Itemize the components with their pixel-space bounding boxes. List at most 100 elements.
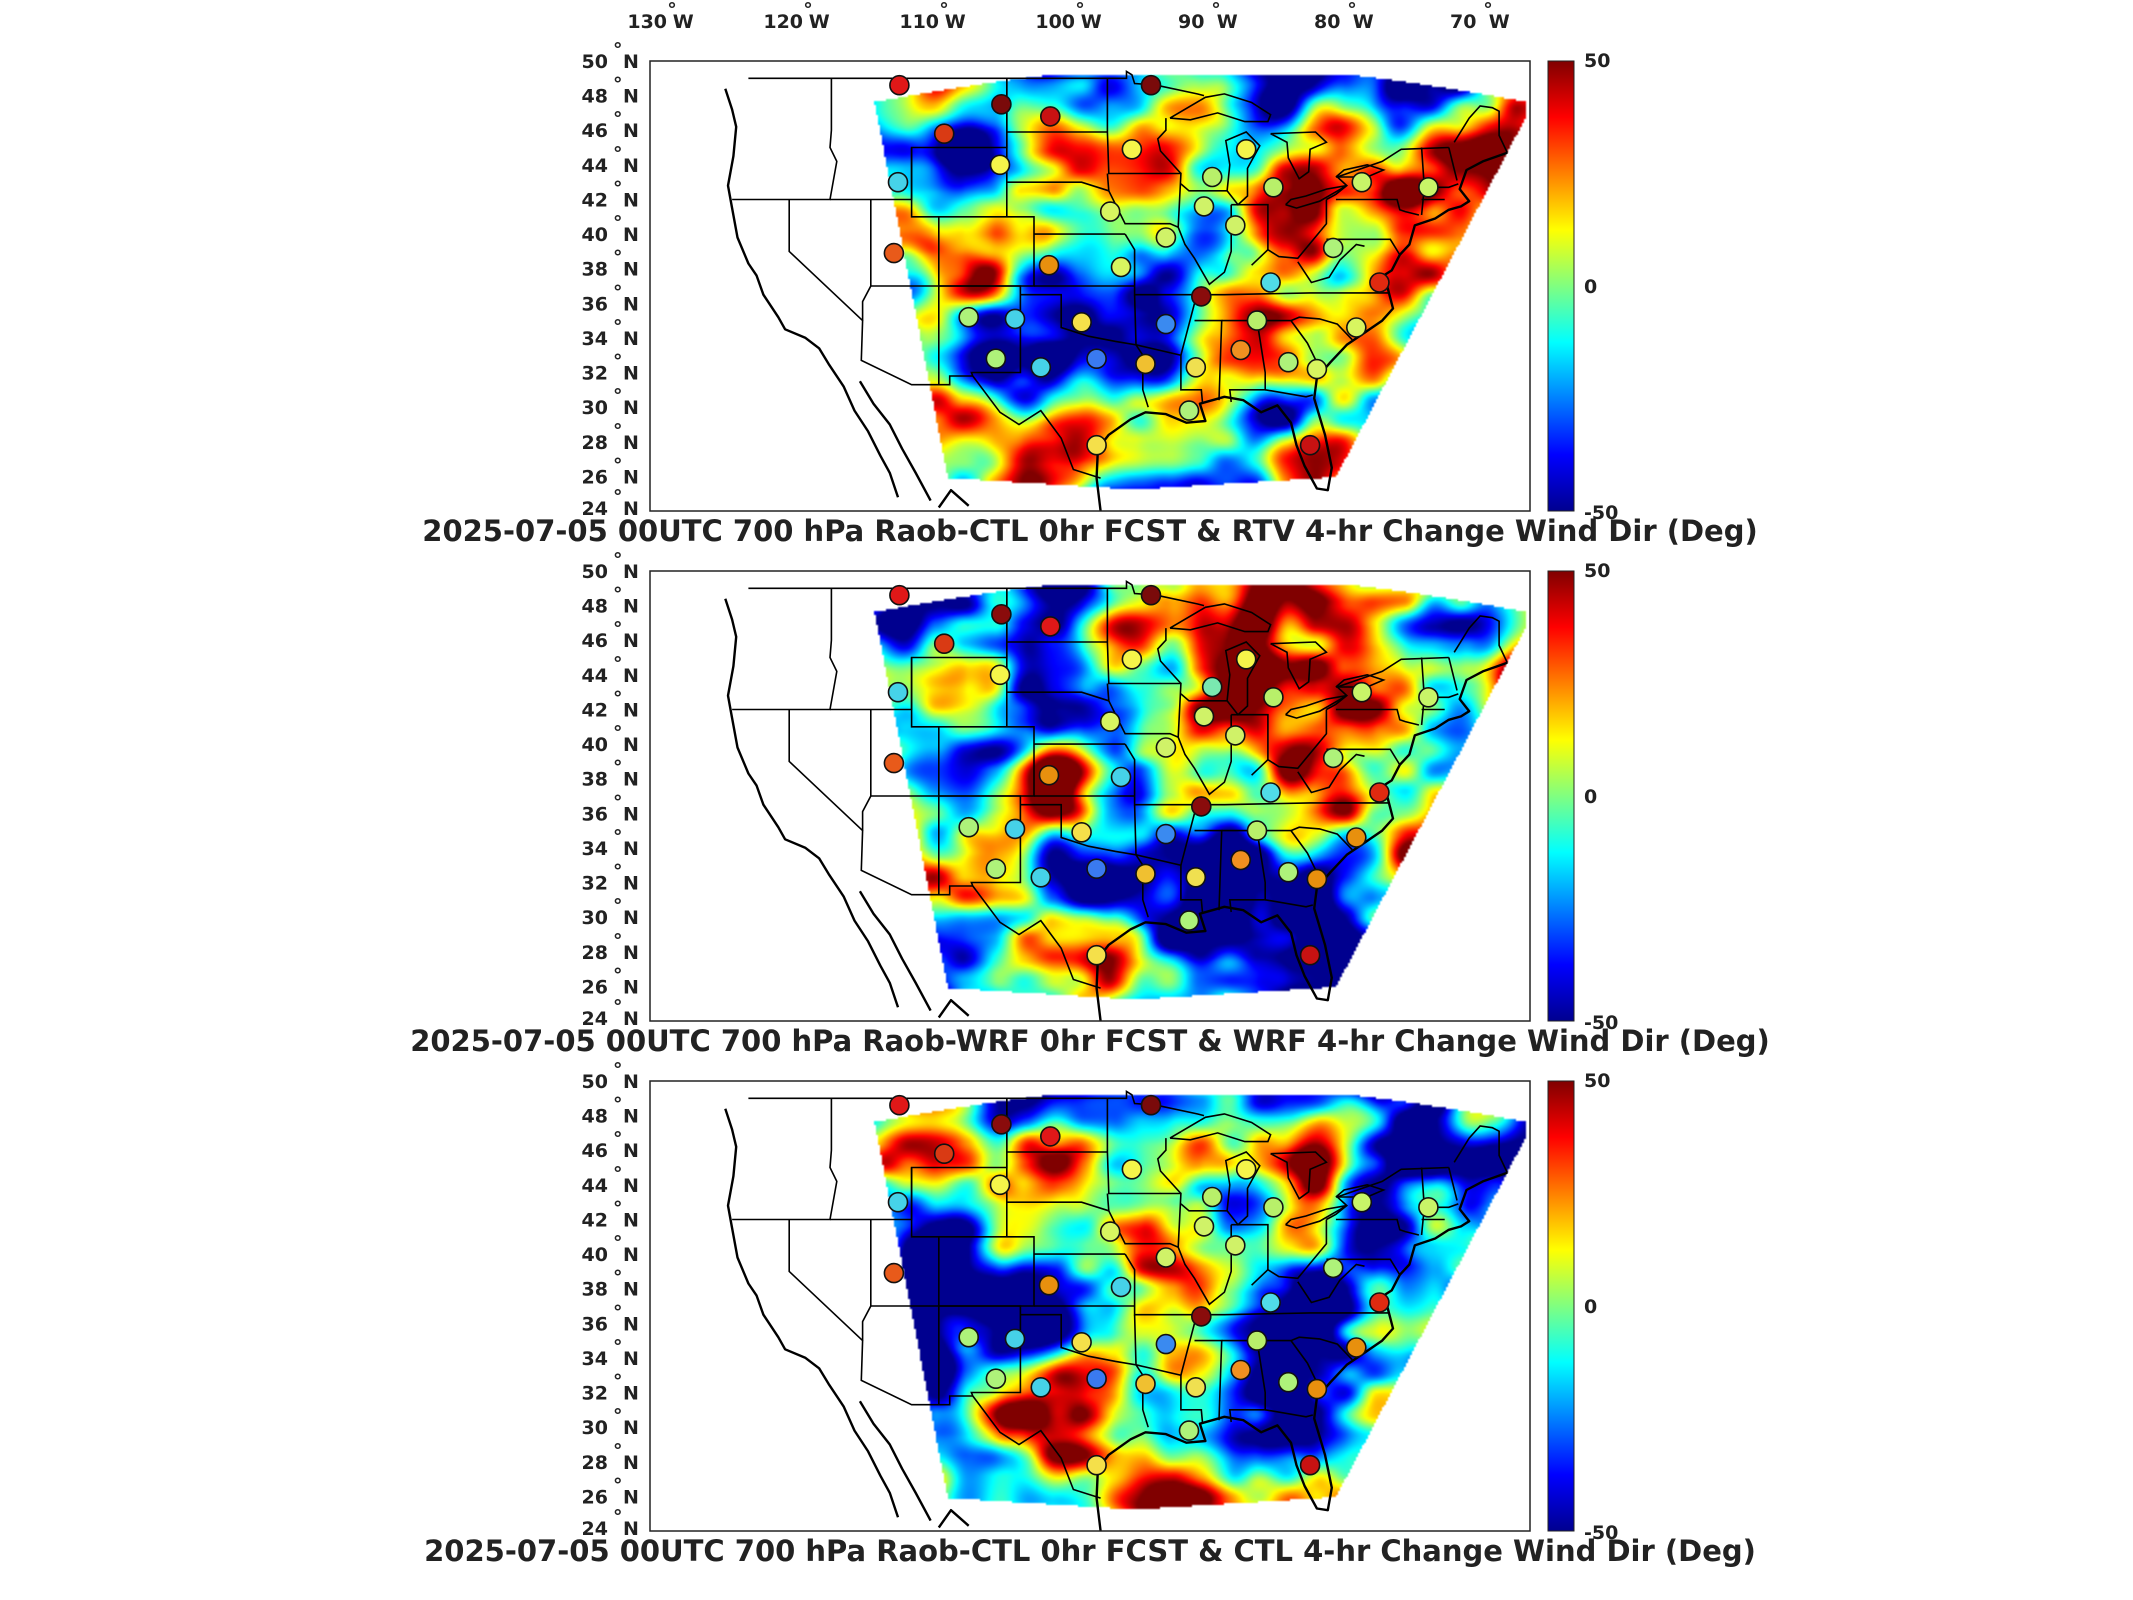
map-frame [649,60,1531,512]
lat-unit: N [623,224,639,246]
state-boundary [1133,294,1204,404]
lat-tick-label: 44 [582,155,608,177]
degree-mark: ° [613,996,623,1018]
state-boundary [748,1089,1205,1117]
state-boundary [1180,183,1228,192]
state-boundary [1265,899,1314,908]
raob-station-marker [1225,725,1246,746]
basemap-lines [724,579,1509,1021]
state-boundary [1177,1224,1232,1306]
lat-tick-label: 46 [582,1140,608,1162]
lat-unit: N [623,665,639,687]
raob-station-marker [1346,827,1367,848]
raob-station-marker [1369,782,1390,803]
raob-station-marker [1230,339,1251,361]
colorbar-tick-label: -50 [1584,502,1618,524]
state-boundary [1265,1409,1314,1418]
raob-station-marker [1155,737,1177,758]
lat-tick-label: 24 [582,1008,608,1030]
raob-station-marker [1178,1420,1200,1441]
lon-tick-label: 100 [1035,11,1075,33]
lon-unit: W [673,11,694,33]
degree-mark: ° [613,74,623,96]
raob-station-marker [889,584,910,606]
coastline [937,1508,970,1529]
lon-unit: W [1489,11,1510,33]
degree-mark: ° [613,791,623,813]
lat-tick-label: 34 [582,838,608,860]
raob-station-marker [1193,1216,1215,1237]
lat-unit: N [623,155,639,177]
state-boundary [1020,803,1149,918]
raob-station-marker [889,74,910,96]
raob-station-marker [1193,706,1215,727]
colorbar [1547,570,1575,1022]
colorbar-tick-label: 0 [1584,786,1597,808]
degree-mark: ° [613,964,623,986]
lat-tick-label: 38 [582,259,608,281]
raob-station-marker [1004,308,1026,330]
degree-mark: ° [613,1371,623,1393]
raob-station-marker [1306,868,1328,890]
state-boundary [788,199,973,386]
lat-unit: N [623,734,639,756]
raob-station-marker [1306,358,1328,380]
raob-station-marker [1099,1221,1121,1242]
raob-station-marker [1260,272,1281,293]
lat-tick-label: 42 [582,189,608,211]
state-boundary [1335,1218,1420,1236]
raob-station-marker [1040,106,1061,127]
raob-station-marker [1278,861,1299,883]
map-panels: 50°N48°N46°N44°N42°N40°N38°N36°N34°N32°N… [410,39,1770,1568]
degree-mark: ° [613,108,623,130]
lat-tick-label: 42 [582,1209,608,1231]
raob-station-marker [985,1368,1007,1389]
raob-station-marker [883,242,905,264]
great-lake-shore [1285,1204,1348,1229]
raob-station-marker [1299,434,1321,456]
coastline [724,1108,900,1518]
raob-station-marker [1322,237,1344,259]
state-boundary [938,795,1022,887]
lat-tick-label: 38 [582,769,608,791]
raob-station-marker [1351,171,1373,193]
raob-station-marker [1230,849,1251,871]
state-boundary [1180,1203,1228,1212]
state-boundary [1251,1269,1269,1286]
raob-station-marker [883,752,905,774]
panel-title: 2025-07-05 00UTC 700 hPa Raob-WRF 0hr FC… [410,1024,1770,1058]
state-boundary [1326,238,1401,256]
state-boundary [938,285,1022,377]
lat-tick-label: 34 [582,1348,608,1370]
lat-unit: N [623,942,639,964]
colorbar-tick-label: -50 [1584,1012,1618,1034]
lat-tick-label: 30 [582,397,608,419]
lat-tick-label: 30 [582,1417,608,1439]
lat-tick-label: 36 [582,293,608,315]
lat-tick-label: 24 [582,1518,608,1540]
state-boundary [1006,1201,1110,1212]
raob-station-marker [1263,177,1284,198]
raob-station-marker [1110,766,1132,788]
state-boundary [1257,826,1353,851]
lat-tick-label: 46 [582,630,608,652]
state-boundary [1133,1314,1204,1424]
raob-station-marker [1099,711,1121,732]
lat-tick-label: 50 [582,1071,608,1093]
state-boundary [1297,1263,1365,1304]
raob-station-marker [958,306,980,328]
lon-tick-label: 80 [1314,11,1340,33]
lat-tick-label: 30 [582,907,608,929]
coastline [858,380,932,502]
state-boundary [1448,147,1458,181]
raob-station-marker [1135,353,1156,375]
raob-station-marker [1030,356,1052,378]
lat-tick-label: 36 [582,803,608,825]
raob-station-marker [1040,616,1061,637]
lat-unit: N [623,630,639,652]
raob-station-marker [1263,1197,1284,1218]
lat-tick-label: 28 [582,1452,608,1474]
raob-station-marker [887,1191,909,1213]
state-boundary [861,199,872,321]
